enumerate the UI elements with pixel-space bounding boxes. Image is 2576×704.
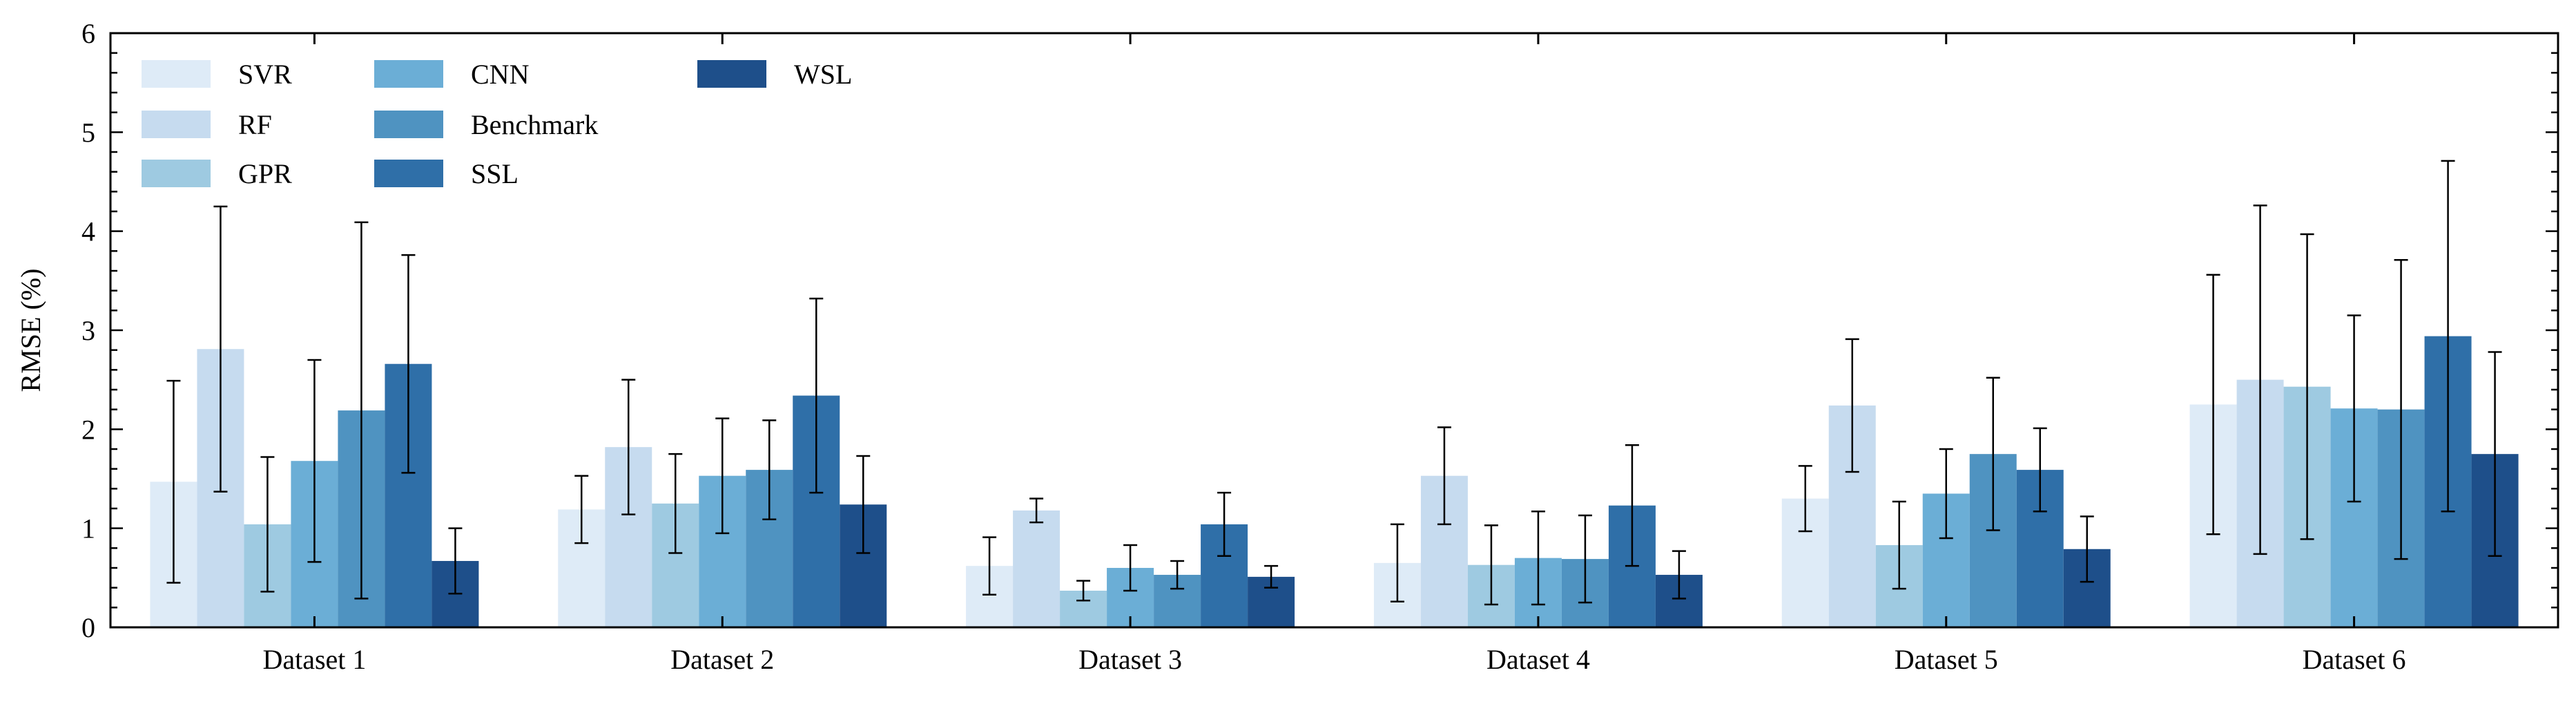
- error-bar-wsl-2: [856, 455, 871, 554]
- x-tick-label: Dataset 3: [1078, 644, 1182, 675]
- ticks-layer: Dataset 1 Dataset 2 Dataset 3 Dataset 4 Data…: [81, 18, 2558, 675]
- legend-swatch-gpr: [142, 160, 211, 187]
- error-bar-rf-5: [1845, 338, 1859, 473]
- error-bar-benchmark-2: [762, 419, 777, 521]
- x-tick-label: Dataset 6: [2303, 644, 2406, 675]
- error-bar-ssl-4: [1625, 444, 1639, 567]
- error-bar-benchmark-3: [1170, 560, 1185, 590]
- legend: SVR RF GPR CNN Benchmark SSL WSL: [142, 59, 852, 189]
- error-bar-gpr-5: [1892, 500, 1906, 590]
- error-bar-svr-6: [2206, 274, 2220, 535]
- error-bar-svr-2: [574, 475, 589, 544]
- y-tick-label: 6: [81, 18, 95, 49]
- error-bar-benchmark-5: [1986, 377, 2000, 531]
- legend-label-benchmark: Benchmark: [471, 109, 598, 140]
- error-bar-ssl-3: [1217, 491, 1232, 558]
- y-tick-label: 0: [81, 612, 95, 643]
- legend-swatch-svr: [142, 60, 211, 88]
- y-tick-label: 3: [81, 315, 95, 346]
- error-bar-ssl-6: [2441, 160, 2455, 513]
- legend-label-wsl: WSL: [794, 59, 852, 90]
- error-bar-rf-6: [2253, 204, 2267, 555]
- error-bar-cnn-5: [1939, 448, 1953, 540]
- error-bar-rf-4: [1437, 426, 1451, 526]
- error-bar-gpr-4: [1484, 524, 1498, 606]
- error-bar-cnn-1: [307, 359, 322, 563]
- error-bar-wsl-1: [448, 527, 463, 595]
- error-bar-rf-3: [1029, 497, 1044, 524]
- error-bar-cnn-2: [715, 417, 730, 535]
- error-bar-svr-5: [1798, 465, 1812, 533]
- error-bar-benchmark-6: [2394, 258, 2408, 560]
- x-tick-label: Dataset 4: [1486, 644, 1590, 675]
- legend-swatch-cnn: [374, 60, 443, 88]
- legend-label-rf: RF: [238, 109, 272, 140]
- error-bar-rf-2: [621, 379, 636, 515]
- error-bar-gpr-1: [260, 456, 275, 593]
- legend-label-gpr: GPR: [238, 158, 292, 189]
- y-axis-title: RMSE (%): [15, 269, 46, 392]
- error-bar-gpr-3: [1076, 580, 1091, 602]
- bar-rf-3: [1013, 510, 1061, 627]
- error-bar-ssl-2: [809, 297, 824, 494]
- error-bar-wsl-3: [1264, 564, 1279, 589]
- error-bar-svr-1: [166, 379, 181, 584]
- legend-label-cnn: CNN: [471, 59, 529, 90]
- error-bar-wsl-4: [1672, 550, 1686, 600]
- error-bar-ssl-1: [401, 254, 416, 474]
- y-tick-label: 2: [81, 414, 95, 445]
- legend-swatch-benchmark: [374, 111, 443, 138]
- error-bar-wsl-5: [2080, 515, 2094, 583]
- legend-swatch-wsl: [697, 60, 766, 88]
- legend-label-ssl: SSL: [471, 158, 519, 189]
- y-tick-label: 4: [81, 216, 95, 247]
- legend-swatch-rf: [142, 111, 211, 138]
- error-bar-svr-3: [982, 536, 997, 596]
- error-bar-svr-4: [1390, 523, 1404, 602]
- y-tick-label: 5: [81, 117, 95, 148]
- error-bar-benchmark-4: [1578, 514, 1592, 604]
- error-bar-gpr-6: [2300, 233, 2314, 540]
- error-bar-gpr-2: [668, 453, 683, 554]
- error-bars-layer: [166, 160, 2502, 606]
- x-tick-label: Dataset 5: [1895, 644, 1998, 675]
- error-bar-cnn-6: [2347, 314, 2361, 503]
- x-tick-label: Dataset 1: [262, 644, 366, 675]
- error-bar-wsl-6: [2488, 351, 2502, 558]
- legend-label-svr: SVR: [238, 59, 292, 90]
- legend-swatch-ssl: [374, 160, 443, 187]
- x-tick-label: Dataset 2: [670, 644, 774, 675]
- error-bar-rf-1: [213, 205, 228, 493]
- y-tick-label: 1: [81, 513, 95, 544]
- error-bar-ssl-5: [2033, 427, 2047, 513]
- error-bar-cnn-3: [1123, 544, 1138, 592]
- error-bar-cnn-4: [1531, 511, 1545, 606]
- error-bar-benchmark-1: [354, 221, 369, 600]
